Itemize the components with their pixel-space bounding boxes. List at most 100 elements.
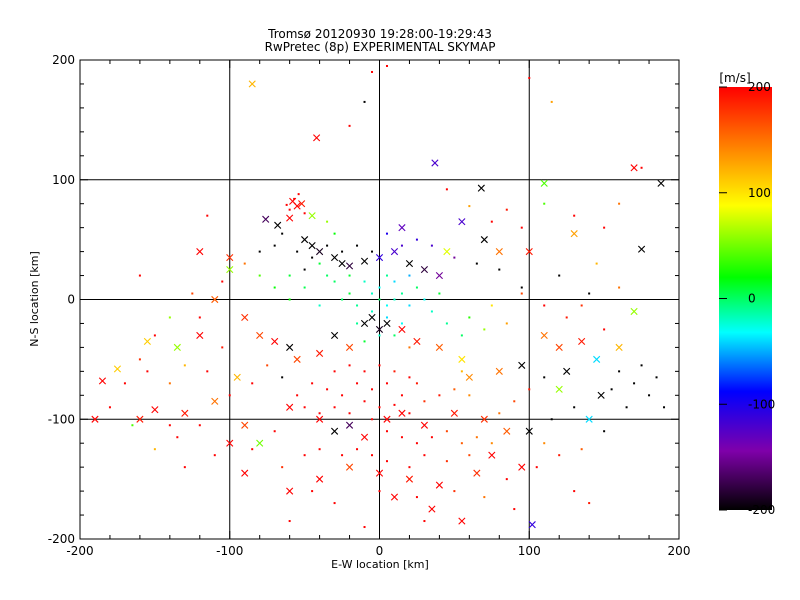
dot-point — [363, 100, 366, 103]
dot-point — [385, 304, 388, 307]
dot-point — [513, 400, 516, 403]
dot-point — [288, 274, 291, 277]
dot-point — [505, 478, 508, 481]
cross-point — [301, 236, 309, 244]
dot-point — [318, 448, 321, 451]
dot-point — [153, 334, 156, 337]
cross-point — [398, 325, 406, 334]
dot-point — [625, 406, 628, 409]
dot-point — [168, 424, 171, 427]
dot-point — [371, 388, 374, 391]
dot-point — [550, 418, 553, 421]
dot-point — [348, 274, 351, 277]
cross-point — [637, 245, 646, 253]
dot-point — [356, 244, 359, 247]
dot-point — [318, 304, 321, 307]
dot-point — [348, 364, 351, 367]
dot-point — [460, 442, 463, 445]
dot-point — [213, 454, 216, 457]
x-tick-label: 100 — [518, 544, 541, 558]
cross-point — [597, 391, 605, 399]
dot-point — [303, 454, 306, 457]
dot-point — [490, 442, 493, 445]
cross-point — [458, 218, 466, 226]
dot-point — [588, 502, 591, 505]
dot-point — [385, 430, 388, 433]
cross-point — [211, 397, 219, 405]
cross-point — [458, 517, 466, 525]
cross-point — [657, 179, 665, 187]
cross-point — [398, 409, 406, 417]
dot-point — [648, 394, 651, 397]
dot-point — [415, 238, 418, 241]
cross-point — [555, 343, 563, 351]
dot-point — [363, 340, 366, 343]
dot-point — [326, 388, 329, 391]
dot-point — [475, 262, 478, 265]
dot-point — [393, 298, 396, 301]
cross-point — [316, 475, 324, 483]
cross-point — [431, 159, 439, 167]
cross-point — [405, 475, 414, 483]
dot-point — [266, 364, 269, 367]
cross-point — [286, 403, 294, 411]
dot-point — [558, 454, 561, 457]
cross-point — [570, 230, 578, 238]
colorbar-tick-label: -200 — [748, 503, 775, 517]
cross-point — [630, 164, 638, 172]
dot-point — [385, 232, 388, 235]
dot-point — [438, 292, 441, 295]
cross-point — [113, 365, 122, 373]
dot-point — [408, 412, 411, 415]
dot-point — [573, 406, 576, 409]
dot-point — [176, 436, 179, 439]
dot-point — [468, 394, 471, 397]
dot-point — [333, 502, 336, 505]
cross-point — [330, 253, 339, 262]
cross-point — [360, 319, 369, 328]
cross-point — [488, 451, 496, 459]
dot-point — [430, 310, 433, 313]
dot-point — [326, 220, 329, 223]
dot-point — [191, 292, 194, 295]
dot-point — [311, 382, 314, 385]
dot-point — [288, 520, 291, 523]
cross-point — [196, 331, 204, 340]
cross-point — [458, 355, 466, 363]
dot-point — [460, 334, 463, 337]
dot-point — [423, 454, 426, 457]
colorbar-tick-label: 200 — [748, 80, 771, 94]
dot-point — [415, 442, 418, 445]
dot-point — [490, 220, 493, 223]
dot-point — [603, 328, 606, 331]
dot-point — [408, 466, 411, 469]
dot-point — [378, 490, 381, 493]
dot-point — [453, 490, 456, 493]
chart-title: Tromsø 20120930 19:28:00-19:29:43 — [267, 27, 492, 41]
dot-point — [326, 274, 329, 277]
dot-point — [311, 256, 314, 259]
dot-point — [498, 268, 501, 271]
cross-point — [585, 415, 593, 423]
cross-point — [181, 409, 189, 417]
cross-point — [308, 212, 316, 220]
dot-point — [430, 244, 433, 247]
cross-point — [91, 415, 99, 423]
cross-point — [262, 215, 270, 223]
data-points — [91, 64, 666, 529]
cross-point — [98, 377, 107, 385]
dot-point — [146, 370, 149, 373]
cross-point — [308, 242, 316, 250]
dot-point — [423, 520, 426, 523]
dot-point — [198, 316, 201, 319]
cross-point — [136, 415, 144, 423]
dot-point — [400, 244, 403, 247]
cross-point — [435, 481, 443, 489]
cross-point — [316, 349, 324, 357]
dot-point — [423, 298, 426, 301]
dot-point — [221, 280, 224, 283]
dot-point — [281, 466, 284, 469]
dot-point — [285, 203, 288, 206]
dot-point — [251, 448, 254, 451]
